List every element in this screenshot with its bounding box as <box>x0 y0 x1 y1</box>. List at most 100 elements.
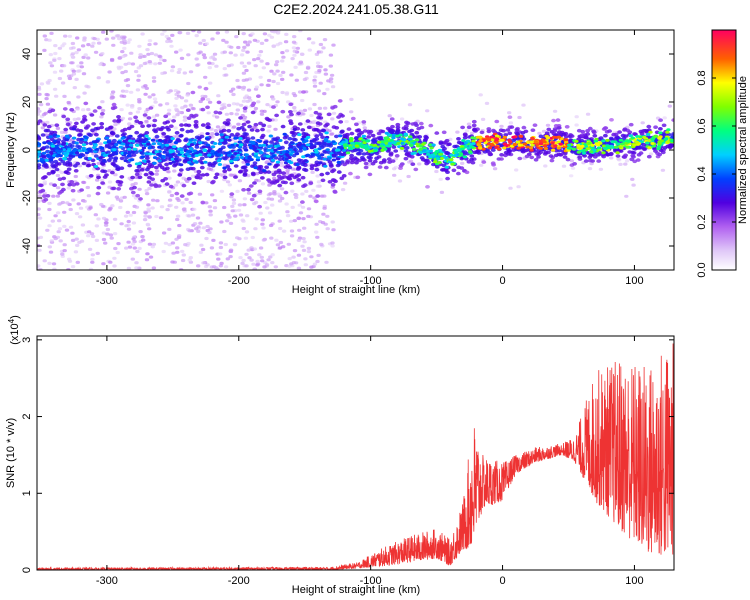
heat-cell <box>397 145 402 149</box>
heat-cell <box>192 222 198 226</box>
heat-cell <box>285 171 290 175</box>
heat-cell <box>75 36 80 40</box>
heat-cell <box>223 265 229 269</box>
heat-cell <box>90 158 96 163</box>
heat-cell <box>176 139 182 143</box>
heat-cell <box>645 141 650 145</box>
heat-cell <box>52 267 57 270</box>
heat-cell <box>269 35 275 39</box>
heat-cell <box>226 153 232 157</box>
heat-cell <box>182 159 188 164</box>
heat-cell <box>120 129 125 133</box>
heat-cell <box>331 228 336 232</box>
heat-cell <box>135 143 140 147</box>
heat-cell <box>268 192 273 196</box>
heat-cell <box>283 165 289 169</box>
heat-cell <box>119 40 125 44</box>
heat-cell <box>425 185 430 189</box>
heat-cell <box>312 81 317 85</box>
heat-cell <box>201 38 206 43</box>
heat-cell <box>232 243 238 247</box>
heat-cell <box>403 156 409 161</box>
heat-cell <box>244 252 249 256</box>
heat-cell <box>241 165 247 170</box>
heat-cell <box>580 129 586 134</box>
heat-cell <box>309 255 314 259</box>
heat-cell <box>242 115 248 119</box>
heat-cell <box>37 264 41 268</box>
heat-cell <box>302 146 307 150</box>
heat-cell <box>115 167 120 171</box>
heat-cell <box>37 112 41 116</box>
heat-cell <box>314 70 319 75</box>
heat-cell <box>127 163 133 168</box>
heat-cell <box>253 200 259 204</box>
heat-cell <box>167 227 172 231</box>
heat-cell <box>143 92 148 96</box>
heat-cell <box>189 113 195 118</box>
heat-cell <box>216 94 221 98</box>
heat-cell <box>92 142 98 146</box>
heat-cell <box>363 161 369 166</box>
heat-cell <box>100 112 105 116</box>
heat-cell <box>653 149 658 153</box>
heat-cell <box>657 140 662 144</box>
heat-cell <box>271 97 276 101</box>
heat-cell <box>175 250 180 254</box>
heat-cell <box>166 170 171 174</box>
heat-cell <box>261 123 267 128</box>
heat-cell <box>140 235 145 239</box>
heat-cell <box>43 111 48 115</box>
heat-cell <box>186 81 191 86</box>
heat-cell <box>507 115 513 119</box>
heat-cell <box>315 153 320 157</box>
heat-cell <box>234 112 239 116</box>
heat-cell <box>75 243 80 247</box>
heat-cell <box>277 246 283 250</box>
heat-cell <box>110 90 116 94</box>
heat-cell <box>288 110 293 114</box>
heat-cell <box>530 137 535 141</box>
heat-cell <box>200 123 206 127</box>
heat-cell <box>272 72 277 76</box>
heat-cell <box>201 53 207 57</box>
heat-cell <box>132 246 137 250</box>
heat-cell <box>282 132 287 136</box>
heat-cell <box>478 135 483 139</box>
heat-cell <box>342 181 348 185</box>
heat-cell <box>259 112 265 116</box>
heat-cell <box>178 168 184 172</box>
heat-cell <box>356 128 362 132</box>
heat-cell <box>467 150 473 154</box>
heat-cell <box>218 245 224 250</box>
heat-cell <box>212 52 218 56</box>
heat-cell <box>190 90 196 95</box>
spectrogram-x-label: Height of straight line (km) <box>292 284 420 296</box>
heat-cell <box>144 188 149 193</box>
heat-cell <box>157 54 162 58</box>
heat-cell <box>137 187 142 191</box>
heat-cell <box>345 151 351 155</box>
heat-cell <box>128 90 134 94</box>
heat-cell <box>288 174 293 178</box>
heat-cell <box>38 103 44 107</box>
heat-cell <box>90 44 95 48</box>
heat-cell <box>285 210 290 214</box>
heat-cell <box>153 42 158 46</box>
heat-cell <box>233 214 238 218</box>
heat-cell <box>634 140 640 144</box>
heat-cell <box>317 156 322 160</box>
heat-cell <box>221 156 227 160</box>
heat-cell <box>285 214 291 218</box>
heat-cell <box>151 180 157 184</box>
heat-cell <box>82 199 87 203</box>
heat-cell <box>450 162 455 166</box>
heat-cell <box>130 175 136 180</box>
heat-cell <box>228 173 233 177</box>
heat-cell <box>625 145 630 149</box>
heat-cell <box>147 146 152 150</box>
heat-cell <box>409 144 414 147</box>
heat-cell <box>66 100 71 105</box>
heat-cell <box>436 157 441 161</box>
